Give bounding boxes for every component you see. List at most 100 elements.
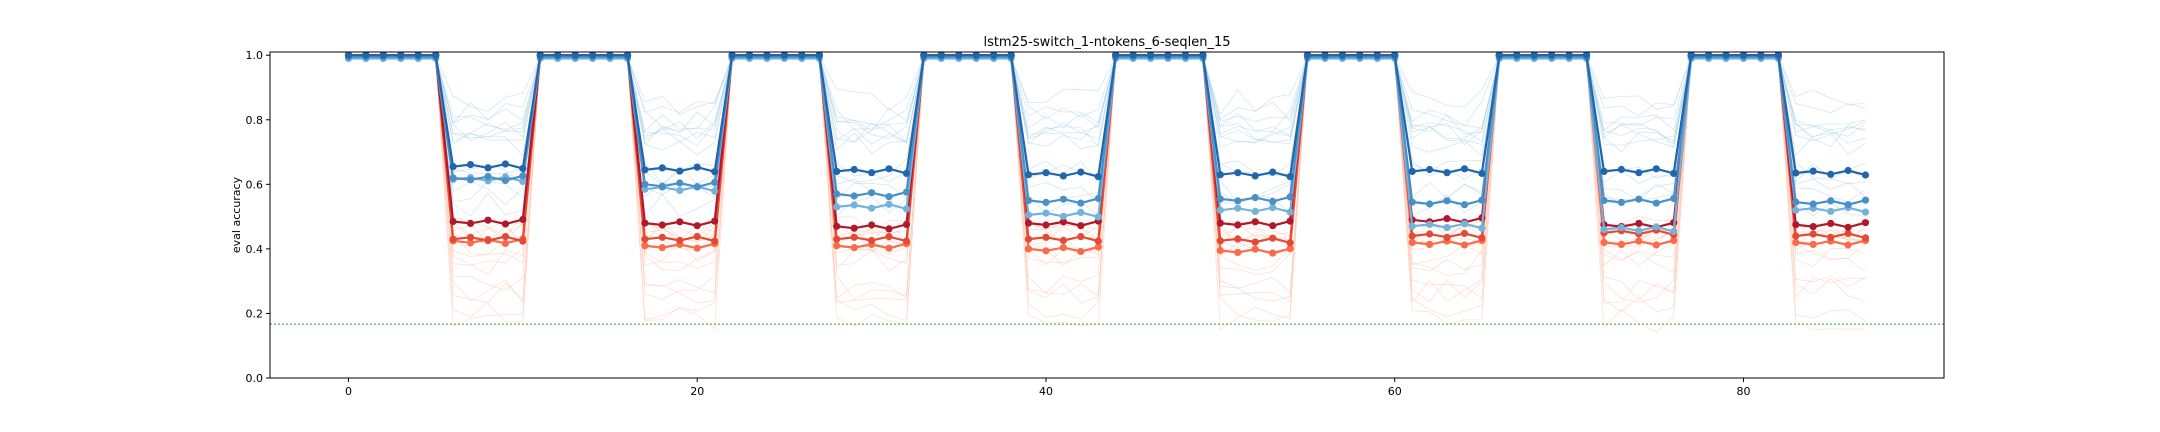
data-point	[1705, 51, 1713, 59]
data-point	[1861, 208, 1870, 216]
y-tick-label: 0.8	[246, 114, 264, 127]
data-point	[1861, 196, 1870, 204]
data-point	[902, 188, 911, 196]
data-point	[1478, 234, 1486, 242]
data-point	[1652, 223, 1660, 231]
data-point	[1077, 208, 1085, 216]
data-point	[1809, 200, 1817, 208]
data-point	[571, 51, 579, 59]
data-point	[519, 164, 527, 173]
data-point	[484, 216, 492, 224]
data-point	[1861, 234, 1870, 242]
data-point	[1600, 225, 1608, 234]
data-point	[1251, 194, 1259, 202]
data-point	[1600, 238, 1608, 246]
data-point	[1094, 213, 1102, 221]
data-point	[1408, 222, 1416, 230]
data-point	[658, 182, 666, 190]
data-point	[693, 233, 701, 241]
chart-title: lstm25-switch_1-ntokens_6-seqlen_15	[983, 35, 1230, 50]
data-point	[1024, 219, 1033, 227]
data-point	[1112, 51, 1120, 59]
data-point	[676, 218, 684, 226]
data-point	[833, 167, 841, 175]
data-point	[641, 180, 649, 188]
data-point	[1321, 51, 1329, 59]
data-point	[1042, 169, 1050, 177]
data-point	[1617, 165, 1625, 174]
axis-ticks-layer: 0 20 40 60 80 0.0 0.2 0.4 0.6 0.8 1.0	[246, 49, 1751, 398]
data-point	[1670, 236, 1678, 245]
data-point	[1600, 196, 1608, 205]
data-point	[1391, 51, 1399, 59]
data-point	[1670, 169, 1678, 177]
data-point	[1844, 201, 1852, 209]
data-point	[1478, 169, 1486, 177]
data-point	[1042, 233, 1050, 241]
data-point	[1059, 218, 1067, 226]
data-point	[1269, 197, 1277, 205]
data-point	[868, 221, 876, 229]
data-point	[1303, 51, 1312, 59]
data-point	[1443, 224, 1451, 232]
data-point	[1077, 222, 1085, 230]
data-point	[1216, 246, 1224, 255]
data-point	[1147, 51, 1155, 59]
data-point	[1269, 222, 1277, 230]
data-point	[1426, 220, 1434, 228]
data-point	[449, 217, 457, 226]
data-point	[693, 222, 701, 230]
data-point	[1286, 217, 1294, 225]
data-point	[885, 244, 893, 252]
x-tick-label: 80	[1736, 385, 1750, 398]
data-point	[519, 172, 527, 180]
data-point	[623, 51, 632, 59]
data-point	[1286, 208, 1294, 216]
data-point	[1077, 199, 1085, 207]
data-point	[1251, 172, 1259, 180]
data-point	[1844, 229, 1852, 237]
data-point	[1478, 196, 1486, 204]
data-point	[833, 235, 841, 243]
data-point	[536, 51, 544, 59]
data-point	[676, 167, 684, 175]
data-point	[344, 51, 353, 59]
y-axis-label: eval accuracy	[230, 176, 243, 253]
data-point	[1338, 51, 1346, 59]
data-point	[868, 169, 876, 177]
data-point	[1774, 51, 1782, 59]
data-point	[1024, 235, 1033, 243]
data-point	[1216, 195, 1224, 203]
data-point	[1024, 245, 1033, 253]
data-point	[1635, 237, 1643, 245]
data-point	[885, 193, 893, 201]
data-point	[1827, 197, 1835, 205]
data-point	[466, 161, 475, 169]
data-point	[1373, 51, 1381, 59]
data-point	[1635, 219, 1643, 227]
data-point	[641, 166, 649, 174]
data-point	[1042, 209, 1050, 217]
data-point	[449, 174, 457, 182]
data-point	[501, 176, 509, 185]
data-point	[868, 236, 876, 245]
data-point	[1617, 198, 1625, 206]
x-tick-label: 40	[1039, 385, 1053, 398]
data-point	[397, 51, 405, 59]
data-point	[1792, 169, 1800, 177]
data-point	[990, 51, 998, 59]
data-point	[1426, 240, 1434, 248]
data-point	[1356, 51, 1364, 59]
data-point	[1530, 51, 1538, 59]
data-point	[1077, 233, 1085, 241]
data-point	[1792, 198, 1800, 206]
series-line	[348, 54, 1866, 178]
x-tick-label: 60	[1388, 385, 1402, 398]
data-point	[850, 165, 858, 174]
data-point	[501, 233, 509, 241]
data-point	[1757, 51, 1765, 59]
data-point	[1024, 171, 1033, 179]
data-point	[1827, 233, 1835, 241]
data-point	[466, 239, 475, 247]
data-point	[868, 189, 876, 197]
